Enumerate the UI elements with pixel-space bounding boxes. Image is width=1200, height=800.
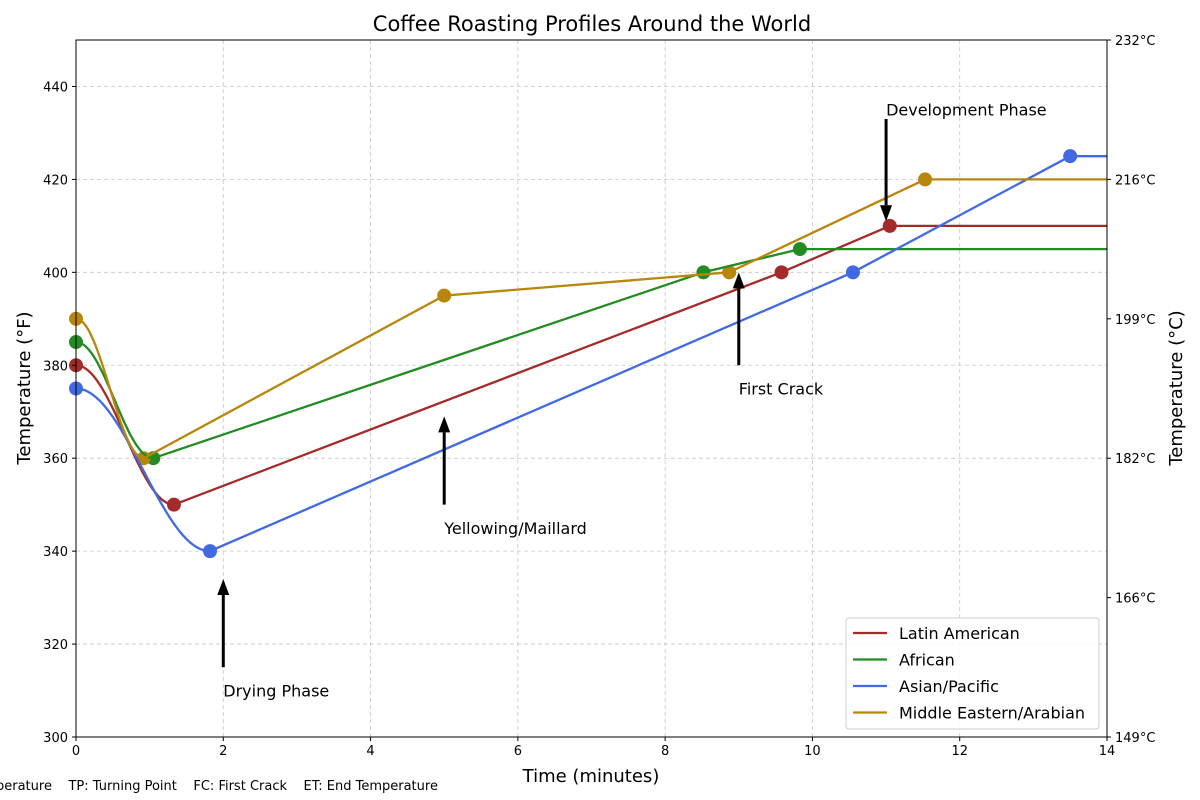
y-tick-label: 440	[43, 80, 68, 95]
legend-entry: Asian/Pacific	[899, 677, 999, 696]
series-line	[75, 178, 1107, 460]
y-axis-label: Temperature (°F)	[14, 311, 35, 465]
legend-entry: Latin American	[899, 624, 1020, 643]
annotation-label: Drying Phase	[223, 682, 329, 701]
y-tick-label: 360	[43, 452, 68, 467]
annotation-arrow-head	[732, 272, 745, 289]
x-axis-label: Time (minutes)	[522, 766, 660, 787]
series-lines	[69, 149, 1107, 559]
y2-tick-label: 199°C	[1115, 313, 1155, 328]
legend-entry: African	[899, 651, 955, 670]
y-tick-label: 300	[43, 731, 68, 746]
annotation-label: Yellowing/Maillard	[443, 519, 587, 538]
series-line	[75, 247, 1107, 460]
x-tick-label: 2	[219, 744, 227, 759]
x-tick-label: 6	[514, 744, 522, 759]
y2-tick-label: 232°C	[1115, 34, 1155, 49]
footer-abbreviations: perature TP: Turning Point FC: First Cra…	[0, 779, 438, 794]
axes: 0 2 4 6 8 10 12 14 300 320 340 360 380 400 420 440 149°C…	[43, 34, 1155, 759]
y-tick-label: 320	[43, 638, 68, 653]
x-tick-label: 4	[366, 744, 374, 759]
annotation-label: Development Phase	[886, 101, 1047, 120]
series-markers	[69, 149, 1078, 559]
x-tick-label: 10	[804, 744, 821, 759]
x-tick-label: 12	[951, 744, 968, 759]
y-tick-label: 420	[43, 173, 68, 188]
x-tick-label: 8	[661, 744, 669, 759]
annotation-arrow-head	[438, 416, 451, 433]
chart-title: Coffee Roasting Profiles Around the Worl…	[373, 12, 811, 36]
y-tick-label: 380	[43, 359, 68, 374]
y-tick-label: 400	[43, 266, 68, 281]
legend-items: Latin American African Asian/Pacific Middle…	[853, 624, 1085, 723]
series-line	[75, 155, 1107, 553]
y2-tick-label: 149°C	[1115, 731, 1155, 746]
legend-entry: Middle Eastern/Arabian	[899, 704, 1085, 723]
y2-tick-label: 166°C	[1115, 592, 1155, 607]
legend: Latin American African Asian/Pacific Middle…	[845, 617, 1100, 730]
y-tick-label: 340	[43, 545, 68, 560]
annotation-arrow-head	[217, 579, 230, 596]
x-tick-label: 0	[72, 744, 80, 759]
legend-box	[845, 617, 1100, 730]
annotation-arrow-head	[880, 205, 893, 222]
y2-axis-label: Temperature (°C)	[1166, 310, 1187, 466]
plot-frame	[75, 39, 1108, 738]
y2-tick-label: 216°C	[1115, 173, 1155, 188]
x-tick-label: 14	[1099, 744, 1116, 759]
y2-tick-label: 182°C	[1115, 452, 1155, 467]
annotation-label: First Crack	[739, 380, 824, 399]
phase-annotations: Drying Phase Yellowing/Maillard First Crac…	[217, 101, 1047, 701]
